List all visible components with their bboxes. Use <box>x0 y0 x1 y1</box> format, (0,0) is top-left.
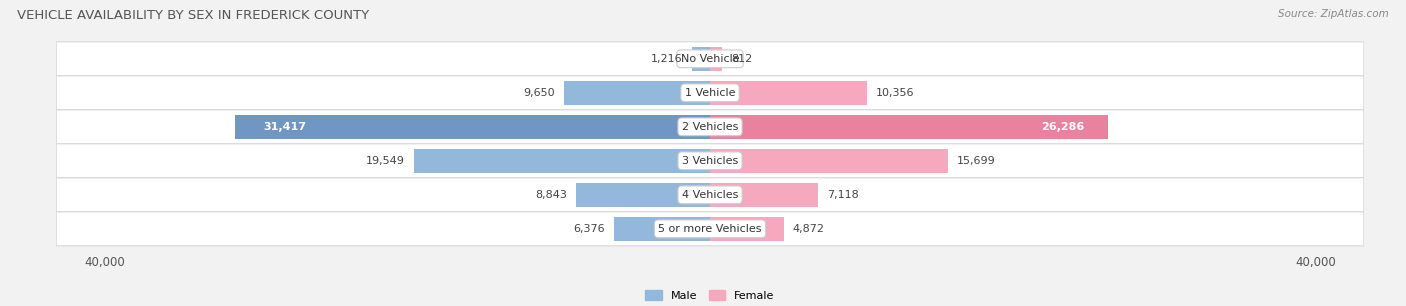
Text: 4 Vehicles: 4 Vehicles <box>682 190 738 200</box>
Text: 812: 812 <box>731 54 752 64</box>
Text: No Vehicle: No Vehicle <box>681 54 740 64</box>
Bar <box>710 183 818 207</box>
Legend: Male, Female: Male, Female <box>641 286 779 305</box>
Text: 19,549: 19,549 <box>366 156 405 166</box>
FancyBboxPatch shape <box>56 212 1364 246</box>
Text: 5 or more Vehicles: 5 or more Vehicles <box>658 224 762 234</box>
FancyBboxPatch shape <box>56 144 1364 178</box>
Text: 10,356: 10,356 <box>876 88 914 98</box>
Text: VEHICLE AVAILABILITY BY SEX IN FREDERICK COUNTY: VEHICLE AVAILABILITY BY SEX IN FREDERICK… <box>17 9 368 22</box>
Text: 31,417: 31,417 <box>263 122 307 132</box>
Text: 1,216: 1,216 <box>651 54 682 64</box>
Bar <box>613 217 710 241</box>
Bar <box>710 114 1108 139</box>
FancyBboxPatch shape <box>56 110 1364 144</box>
Text: 7,118: 7,118 <box>827 190 859 200</box>
Bar <box>710 80 866 105</box>
FancyBboxPatch shape <box>56 76 1364 110</box>
FancyBboxPatch shape <box>56 42 1364 76</box>
Text: Source: ZipAtlas.com: Source: ZipAtlas.com <box>1278 9 1389 19</box>
Text: 4,872: 4,872 <box>793 224 825 234</box>
Text: 1 Vehicle: 1 Vehicle <box>685 88 735 98</box>
Bar <box>710 47 723 71</box>
FancyBboxPatch shape <box>56 178 1364 212</box>
Text: 6,376: 6,376 <box>572 224 605 234</box>
Text: 9,650: 9,650 <box>523 88 555 98</box>
Bar <box>710 149 948 173</box>
Bar <box>415 149 710 173</box>
Bar <box>692 47 710 71</box>
Bar <box>710 217 783 241</box>
Bar <box>564 80 710 105</box>
Text: 26,286: 26,286 <box>1040 122 1084 132</box>
Text: 15,699: 15,699 <box>956 156 995 166</box>
Bar <box>235 114 710 139</box>
Text: 3 Vehicles: 3 Vehicles <box>682 156 738 166</box>
Bar <box>576 183 710 207</box>
Text: 2 Vehicles: 2 Vehicles <box>682 122 738 132</box>
Text: 8,843: 8,843 <box>536 190 567 200</box>
